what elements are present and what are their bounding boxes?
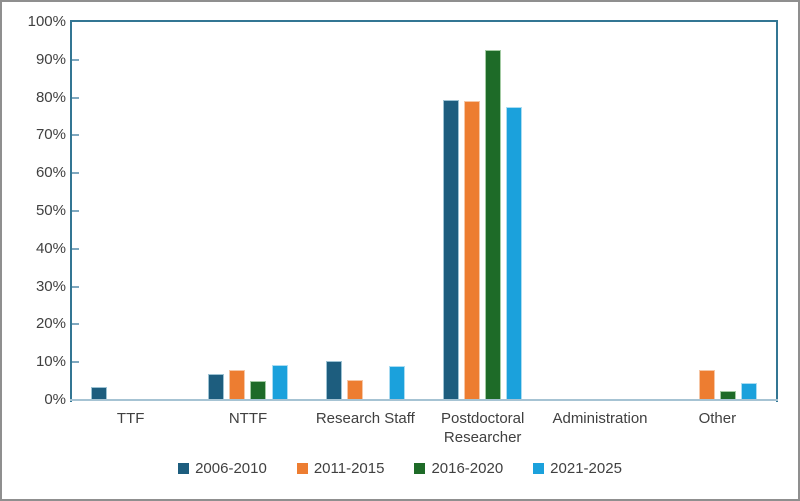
y-tick-mark	[72, 96, 79, 99]
x-category-label: Administration	[552, 410, 648, 427]
legend-swatch-icon	[296, 463, 308, 474]
legend-item-2011-2015: 2011-2015	[296, 460, 385, 477]
bar-2021-2025-nttf	[272, 365, 288, 400]
y-tick-label: 50%	[35, 202, 66, 219]
legend-item-2006-2010: 2006-2010	[178, 460, 267, 477]
x-axis-line	[70, 399, 778, 401]
y-tick-label: 90%	[35, 50, 66, 68]
x-category-label: TTF	[116, 410, 145, 427]
y-tick-mark	[72, 134, 79, 137]
legend-label: 2021-2025	[550, 460, 622, 477]
legend-label: 2016-2020	[431, 460, 504, 477]
y-tick-label: 80%	[35, 88, 66, 106]
y-tick-label: 30%	[35, 277, 66, 295]
bar-2006-2010-postdoctoral-researcher	[443, 100, 459, 400]
y-tick-label: 60%	[35, 164, 66, 182]
y-axis-line	[70, 20, 72, 402]
legend-swatch-icon	[533, 463, 545, 474]
bar-2011-2015-nttf	[229, 370, 245, 400]
plot-top-border	[70, 20, 778, 22]
y-tick-mark	[72, 285, 79, 288]
bar-2016-2020-nttf	[250, 381, 266, 400]
y-tick-label: 10%	[35, 353, 66, 371]
y-tick-label: 20%	[35, 315, 66, 333]
x-category-label: Research Staff	[315, 410, 415, 427]
y-tick-label: 100%	[27, 13, 66, 30]
legend: 2006-2010 2011-2015 2016-2020 2021-2025	[2, 460, 798, 477]
y-tick-mark	[72, 210, 79, 212]
bar-2006-2010-nttf	[208, 374, 224, 400]
plot-right-border	[776, 20, 778, 402]
y-tick-label: 40%	[35, 239, 66, 257]
legend-label: 2006-2010	[195, 460, 267, 477]
y-tick-mark	[72, 172, 79, 175]
y-tick-mark	[72, 247, 79, 250]
bar-2011-2015-postdoctoral-researcher	[464, 101, 480, 400]
bar-2006-2010-research-staff	[326, 361, 342, 400]
bar-2011-2015-other	[699, 370, 715, 400]
bar-2021-2025-other	[741, 383, 757, 400]
x-category-label: NTTF	[228, 410, 268, 427]
legend-item-2016-2020: 2016-2020	[414, 460, 503, 477]
legend-item-2021-2025: 2021-2025	[533, 460, 622, 477]
legend-swatch-icon	[414, 463, 426, 474]
y-tick-mark	[72, 58, 79, 61]
x-category-label: Other	[698, 410, 737, 427]
bar-2021-2025-research-staff	[389, 366, 405, 400]
y-tick-label: 70%	[35, 126, 66, 144]
y-tick-mark	[72, 323, 79, 326]
bar-2016-2020-postdoctoral-researcher	[485, 50, 501, 400]
y-tick-label: 0%	[44, 391, 66, 408]
legend-label: 2011-2015	[313, 460, 385, 477]
y-tick-mark	[72, 361, 79, 364]
x-category-label: Postdoctoral Researcher	[440, 410, 525, 446]
legend-swatch-icon	[178, 463, 190, 474]
bar-2021-2025-postdoctoral-researcher	[506, 107, 522, 400]
bar-2011-2015-research-staff	[347, 380, 363, 400]
